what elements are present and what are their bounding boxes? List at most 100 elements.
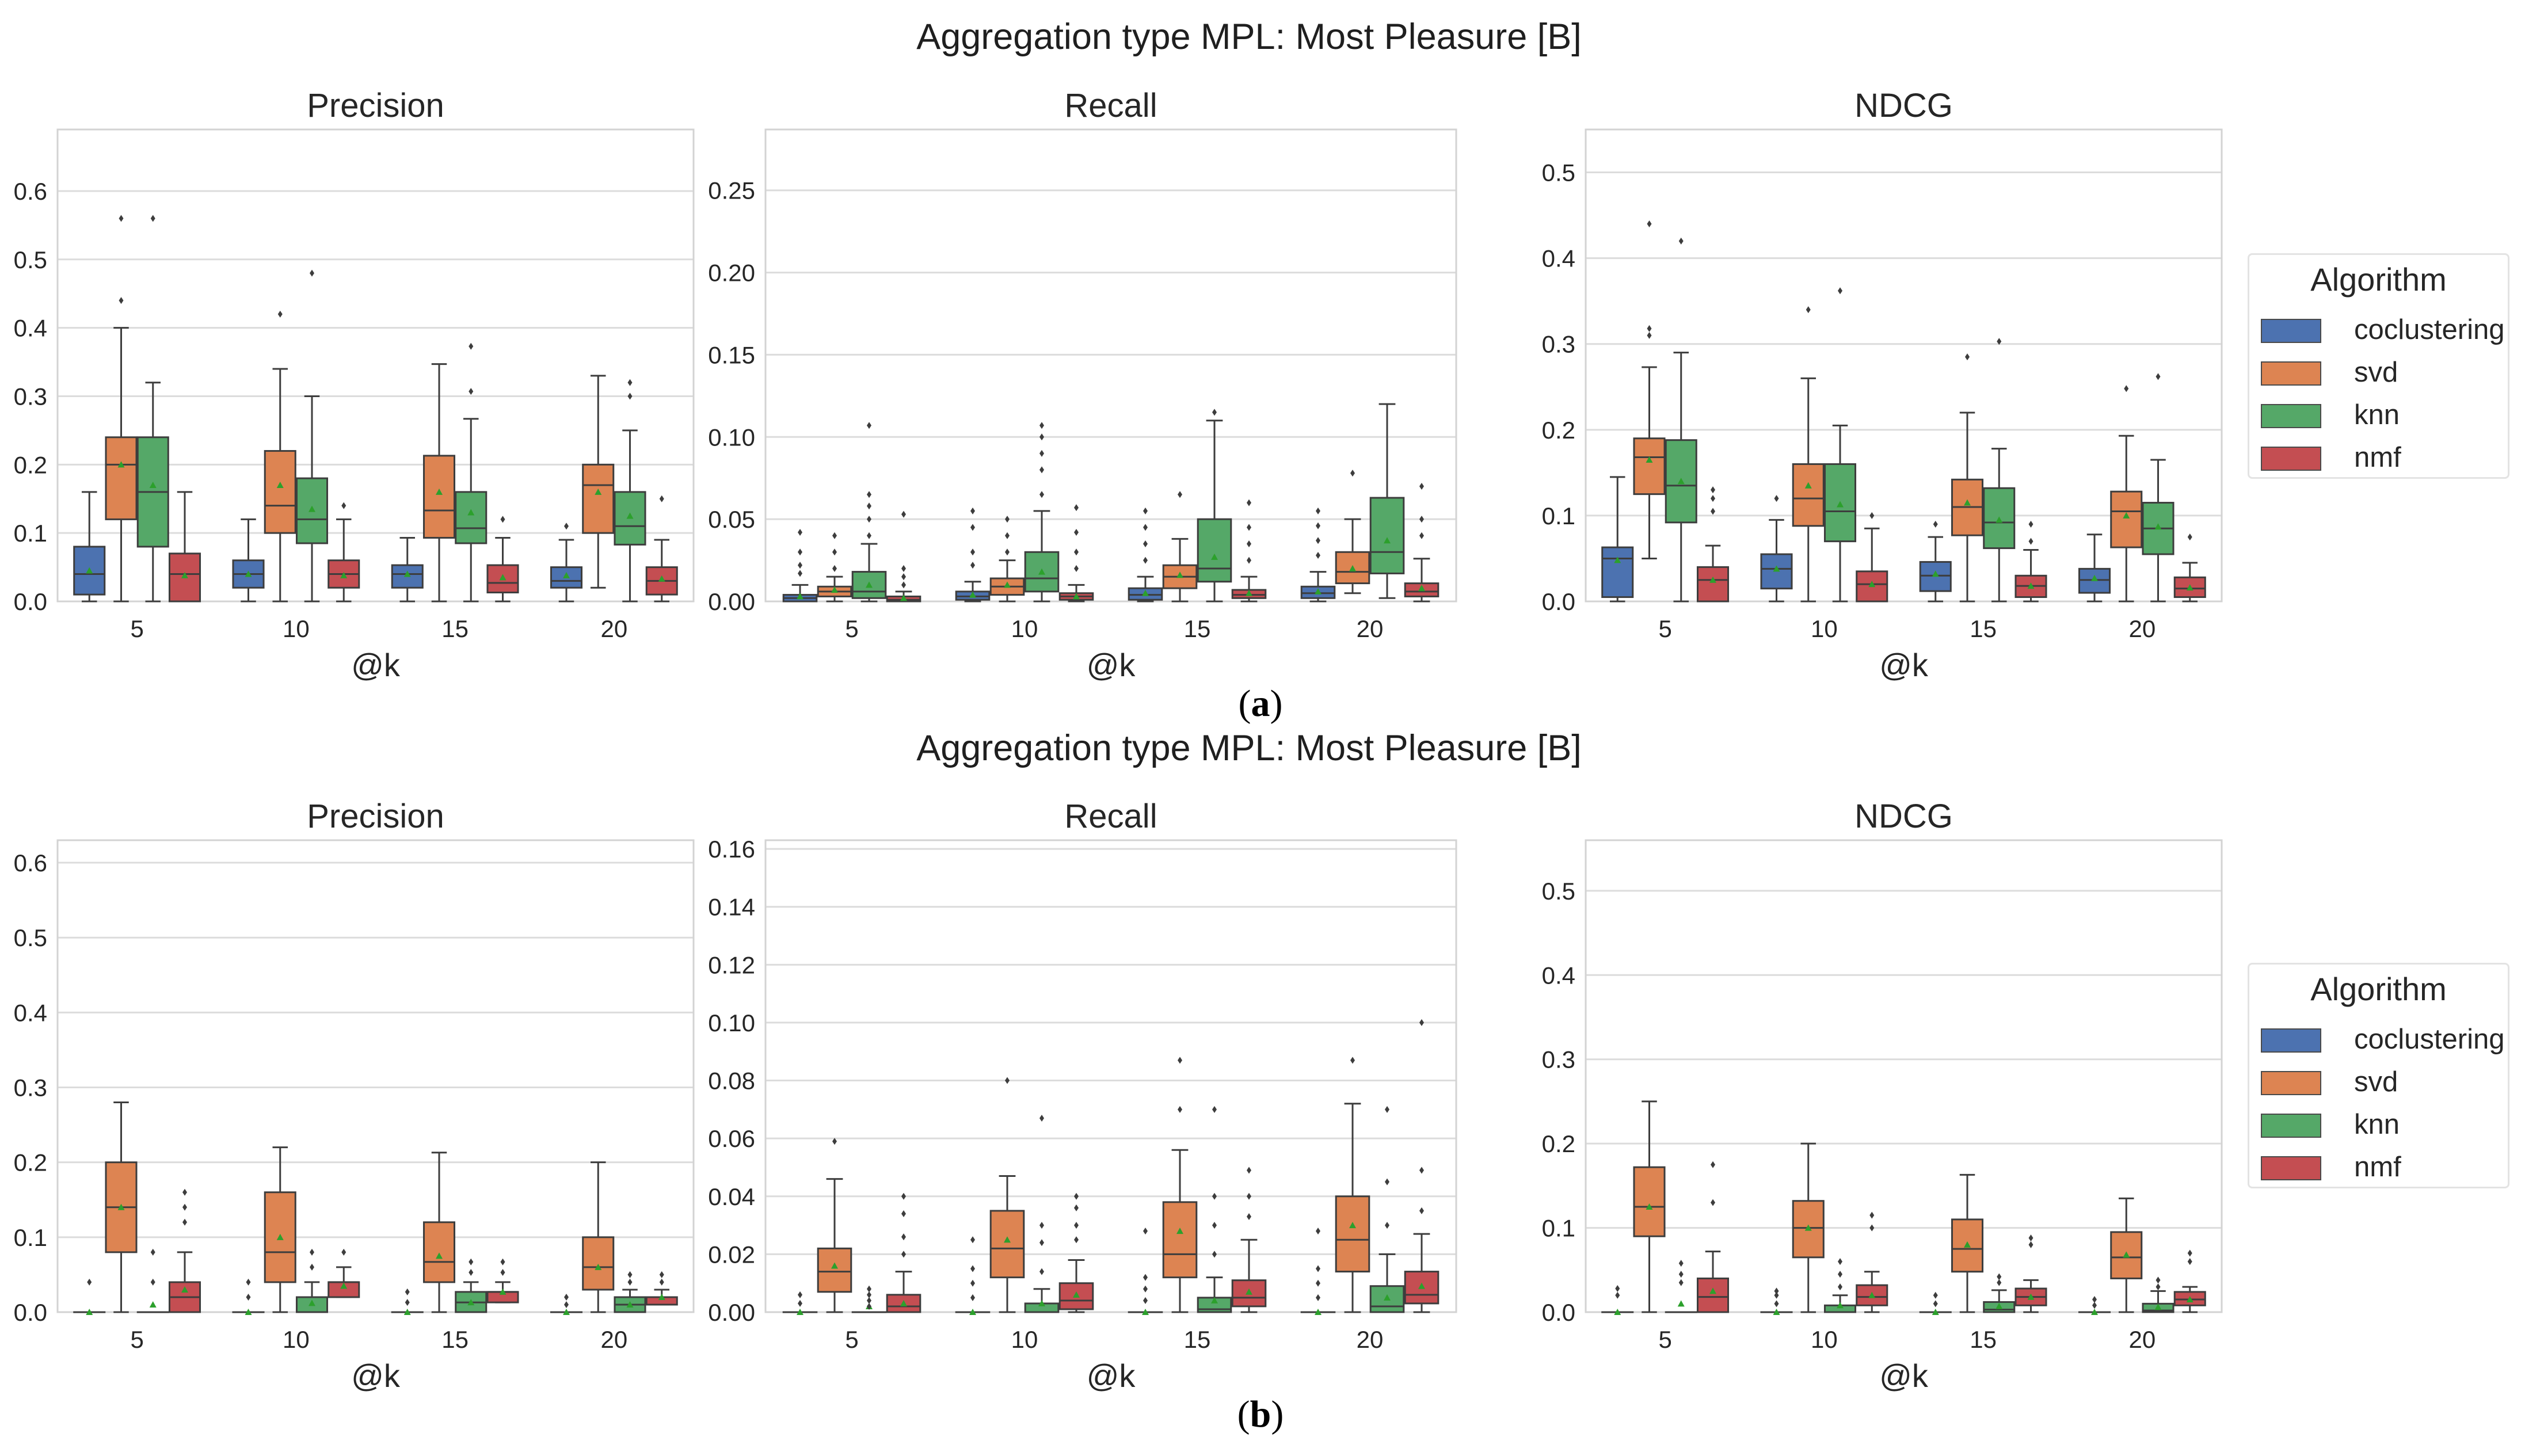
y-tick-label: 0.16 [708, 836, 755, 863]
outlier-point [1039, 491, 1044, 498]
box-body [455, 491, 488, 544]
outlier-point [2156, 1276, 2161, 1284]
outlier-point [150, 215, 155, 222]
mean-marker [1142, 589, 1149, 596]
outlier-point [1074, 565, 1079, 572]
box-svd [1335, 470, 1370, 594]
legend-a: Algorithm coclustering svd knn nmf [2248, 253, 2509, 479]
x-axis-label: @k [1087, 1358, 1136, 1394]
mean-marker [866, 581, 873, 588]
outlier-point [1039, 1239, 1044, 1247]
outlier-point [150, 1278, 155, 1286]
mean-marker [2091, 574, 2098, 581]
box-body [1856, 570, 1888, 603]
box-svd [1335, 1057, 1370, 1313]
mean-marker [595, 1263, 602, 1270]
mean-marker [86, 1309, 93, 1315]
box-body [422, 455, 456, 539]
x-tick-label: 20 [601, 1326, 628, 1353]
outlier-point [1074, 1192, 1079, 1200]
plot-a-ndcg: NDCG 0.0 0.1 0.2 0.3 0.4 0.5 5 10 15 20 @k [1542, 87, 2223, 683]
box-knn [1369, 1106, 1405, 1313]
legend-swatch-coclustering [2261, 319, 2321, 343]
outlier-point [627, 392, 633, 400]
outlier-point [1074, 548, 1079, 556]
x-tick-label: 10 [1811, 615, 1838, 642]
outlier-point [1247, 499, 1251, 506]
mean-marker [1038, 1299, 1045, 1306]
box-knn [136, 215, 169, 603]
outlier-point [1615, 1285, 1620, 1292]
mean-marker [1315, 588, 1322, 594]
mean-marker [1837, 1302, 1844, 1309]
outlier-point [564, 1301, 569, 1308]
legend-label: svd [2354, 1066, 2398, 1097]
outlier-point [1039, 466, 1044, 474]
box-coclustering [232, 1278, 265, 1315]
mean-marker [1142, 1309, 1149, 1315]
box-svd [2110, 385, 2143, 603]
mean-marker [149, 1301, 157, 1308]
outlier-point [310, 269, 314, 277]
mean-marker [403, 570, 411, 577]
outlier-point [1711, 1199, 1715, 1206]
box-nmf [327, 1248, 360, 1298]
outlier-point [1678, 1271, 1684, 1278]
outlier-point [901, 1210, 906, 1217]
outlier-point [1869, 512, 1875, 519]
box-nmf [1058, 1192, 1094, 1313]
box-knn [455, 1258, 488, 1313]
outlier-point [1247, 1192, 1251, 1200]
outlier-point [310, 1248, 314, 1256]
box-svd [1792, 306, 1825, 603]
legend-swatch-nmf [2261, 447, 2321, 471]
outlier-point [1774, 495, 1779, 502]
box-nmf [2014, 1234, 2047, 1313]
outlier-point [1074, 1204, 1079, 1211]
x-tick-label: 15 [441, 615, 469, 642]
outlier-point [1143, 1297, 1148, 1304]
box-body [422, 1221, 456, 1283]
mean-marker [2027, 582, 2035, 589]
outlier-point [1711, 495, 1715, 502]
chart-title: NDCG [1854, 87, 1953, 124]
outlier-point [1212, 1106, 1217, 1113]
outlier-point [1212, 1222, 1217, 1229]
outlier-point [2124, 385, 2129, 392]
mean-marker [1614, 557, 1621, 563]
y-tick-label: 0.1 [14, 520, 47, 547]
outlier-point [2028, 538, 2033, 545]
legend-title: Algorithm [2310, 261, 2447, 298]
outlier-point [1711, 508, 1715, 515]
outlier-point [832, 548, 837, 556]
outlier-point [901, 1192, 906, 1200]
box-coclustering [782, 529, 818, 603]
x-tick-label: 5 [130, 1326, 143, 1353]
outlier-point [1316, 552, 1320, 559]
outlier-point [867, 491, 871, 498]
mean-marker [1932, 570, 1939, 577]
box-svd [105, 1101, 138, 1313]
legend-b: Algorithm coclustering svd knn nmf [2248, 963, 2509, 1188]
caption-b: (b) [1237, 1393, 1284, 1435]
legend-label: nmf [2354, 1152, 2401, 1183]
outlier-point [627, 379, 633, 386]
mean-marker [900, 1299, 907, 1306]
outlier-point [2156, 373, 2161, 380]
box-svd [422, 363, 456, 603]
outlier-point [1074, 1222, 1079, 1229]
figure-title-b: Aggregation type MPL: Most Pleasure [B] [916, 728, 1582, 768]
axes-frame [764, 128, 1457, 603]
outlier-point [341, 502, 346, 509]
mean-marker [1677, 478, 1685, 485]
outlier-point [1247, 540, 1251, 547]
box-coclustering [73, 1278, 106, 1315]
outlier-point [1838, 287, 1842, 295]
outlier-point [901, 510, 906, 518]
outlier-point [2092, 1302, 2097, 1309]
legend-label: coclustering [2354, 314, 2505, 345]
outlier-point [1247, 524, 1251, 531]
box-nmf [1404, 483, 1440, 603]
box-body [582, 1236, 615, 1291]
outlier-point [1316, 507, 1320, 514]
